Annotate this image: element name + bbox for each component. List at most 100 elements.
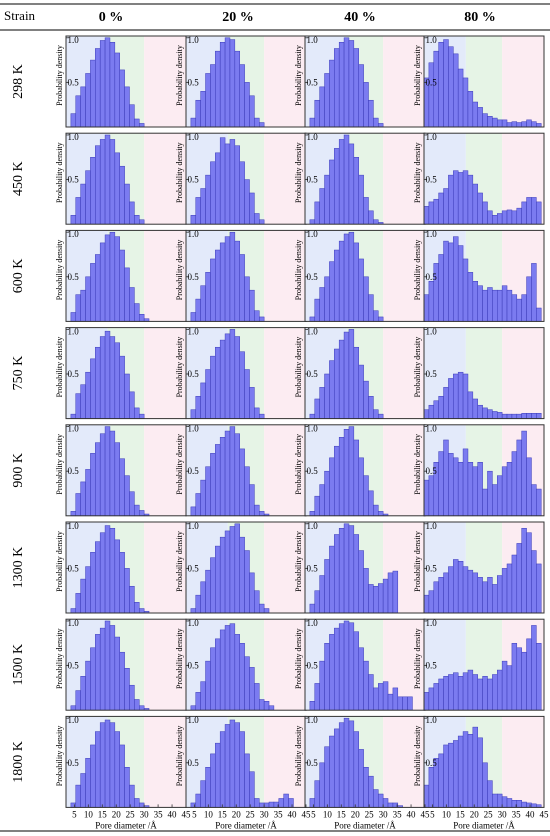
bar [536,201,542,225]
bar [536,488,542,517]
bar [99,722,106,808]
bar [428,201,435,225]
panel-7-0: 0.5 1.0 Probability density [55,715,187,808]
bar [124,86,130,128]
bar [219,731,226,808]
bar [516,413,522,419]
panel-2-1: 0.5 1.0 Probability density [175,229,307,322]
bar [109,430,116,517]
bar [373,585,379,614]
bar [224,143,231,225]
bar [368,490,374,517]
bar [134,118,140,128]
y-axis-label: Probability density [294,434,303,495]
bar [516,207,522,225]
y-tick-label: 1.0 [307,618,319,628]
bar [368,674,374,711]
zone-pink [383,230,425,322]
x-tick-label: 25 [246,809,256,819]
bar [338,41,345,128]
panel-6-0: 0.5 1.0 Probability density [55,618,187,711]
bar [338,339,345,419]
bar [358,749,364,808]
panel-0-3: 0.5 1.0 Probability density [413,35,545,128]
bar [314,398,320,419]
bar [536,412,542,419]
bar [443,387,449,419]
bar [309,117,316,128]
bar [443,188,449,225]
bar [467,272,474,322]
bar [200,382,206,419]
bar [497,412,503,419]
bar [438,678,444,711]
x-tick-label: 20 [112,809,122,819]
x-tick-label: 20 [351,809,361,819]
zone-pink [264,716,306,808]
bar [433,683,439,711]
bar [506,122,513,128]
bar [329,457,335,517]
bar [462,170,469,225]
bar [353,439,359,517]
y-tick-label: 1.0 [426,424,438,434]
bar [229,526,236,614]
bar [497,669,503,711]
bar [104,37,111,128]
bar [462,373,469,419]
table-frame [0,3,550,832]
bar [124,767,130,808]
bar [448,566,454,614]
bar [423,206,430,225]
bar [229,329,236,419]
y-tick-label: 1.0 [188,326,200,336]
bar [433,581,439,614]
bar [329,735,335,808]
bar [268,801,275,808]
bar [516,122,522,128]
bar [324,73,330,128]
bar [319,660,325,711]
panel-6-1: 0.5 1.0 Probability density [175,618,307,711]
bar [457,561,464,614]
panel-4-2: 0.5 1.0 Probability density [294,424,426,517]
bar [75,690,81,711]
bar [205,767,211,808]
y-axis-label: Probability density [413,434,422,495]
bar [343,134,350,225]
x-tick-label: 10 [442,809,452,819]
bar [443,240,449,322]
bar [99,139,106,225]
bar [343,620,350,711]
y-tick-label: 0.5 [188,466,200,476]
x-tick-label: 30 [140,809,150,819]
bar [119,165,125,225]
panel-0-0: 0.5 1.0 Probability density [55,35,187,128]
bar [506,462,513,517]
column-header-3: 80 % [464,10,496,25]
bar [467,569,474,614]
bar [324,559,330,614]
bar [457,462,464,517]
bar [531,121,537,128]
y-tick-label: 0.5 [426,661,438,671]
x-tick-label: 30 [260,809,270,819]
bar [80,384,86,419]
bar [338,437,345,517]
y-axis-label: Probability density [55,434,64,495]
bar [129,287,135,322]
bar [205,369,211,419]
bar [85,469,91,517]
bar [453,559,459,614]
bar [334,148,340,225]
zone-pink [144,36,186,127]
bar [190,409,197,419]
bar [80,289,86,322]
bar [501,796,508,808]
bar [124,373,130,419]
y-axis-label: Probability density [413,337,422,398]
panel-4-3: 0.5 1.0 Probability density [413,424,545,517]
bar [239,448,245,517]
bar [210,64,216,128]
panel-border [423,618,545,711]
